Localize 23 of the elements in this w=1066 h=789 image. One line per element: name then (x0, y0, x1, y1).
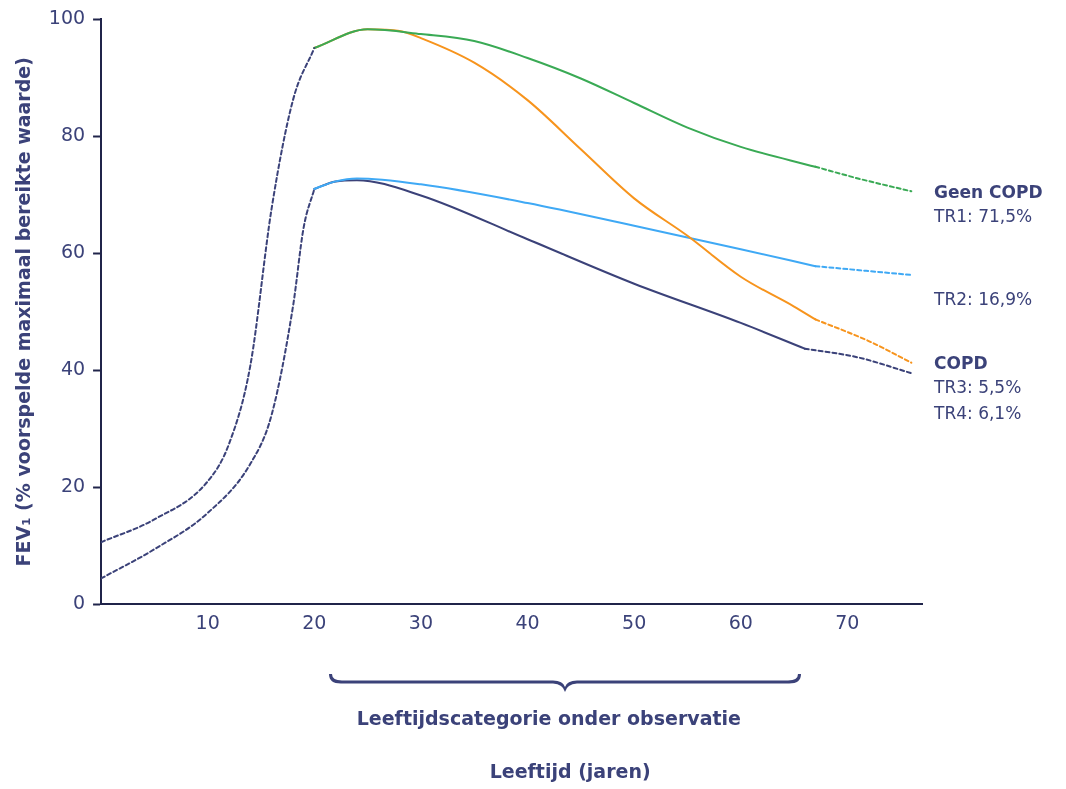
x-tick-label: 60 (728, 610, 753, 633)
series-label: TR3: 5,5% (933, 377, 1022, 398)
text: COPD (934, 353, 988, 374)
series-label: TR1: 71,5% (933, 205, 1033, 226)
x-tick-label: 50 (622, 610, 647, 633)
text: Leeftijdscategorie onder observatie (356, 706, 741, 729)
y-tick-label: 40 (60, 357, 86, 380)
y-tick-label: 100 (48, 6, 86, 29)
y-tick-label: 0 (72, 591, 86, 614)
y-tick-label: 60 (60, 240, 86, 263)
x-tick-label: 70 (835, 610, 860, 633)
line-series (101, 47, 316, 544)
y-tick-label: 20 (60, 474, 86, 497)
text: Leeftijd (jaren) (489, 759, 651, 782)
x-tick-label: 10 (195, 610, 220, 633)
series-label: TR2: 16,9% (933, 289, 1033, 310)
y-tick-label: 80 (60, 123, 86, 146)
x-tick-label: 30 (408, 610, 433, 633)
x-tick-label: 40 (515, 610, 540, 633)
y-axis-title: FEV₁ (% voorspelde maximaal bereikte waarde) (12, 57, 35, 567)
x-tick-label: 20 (302, 610, 327, 633)
text: Geen COPD (934, 181, 1043, 202)
text: TR4: 6,1% (933, 403, 1022, 424)
